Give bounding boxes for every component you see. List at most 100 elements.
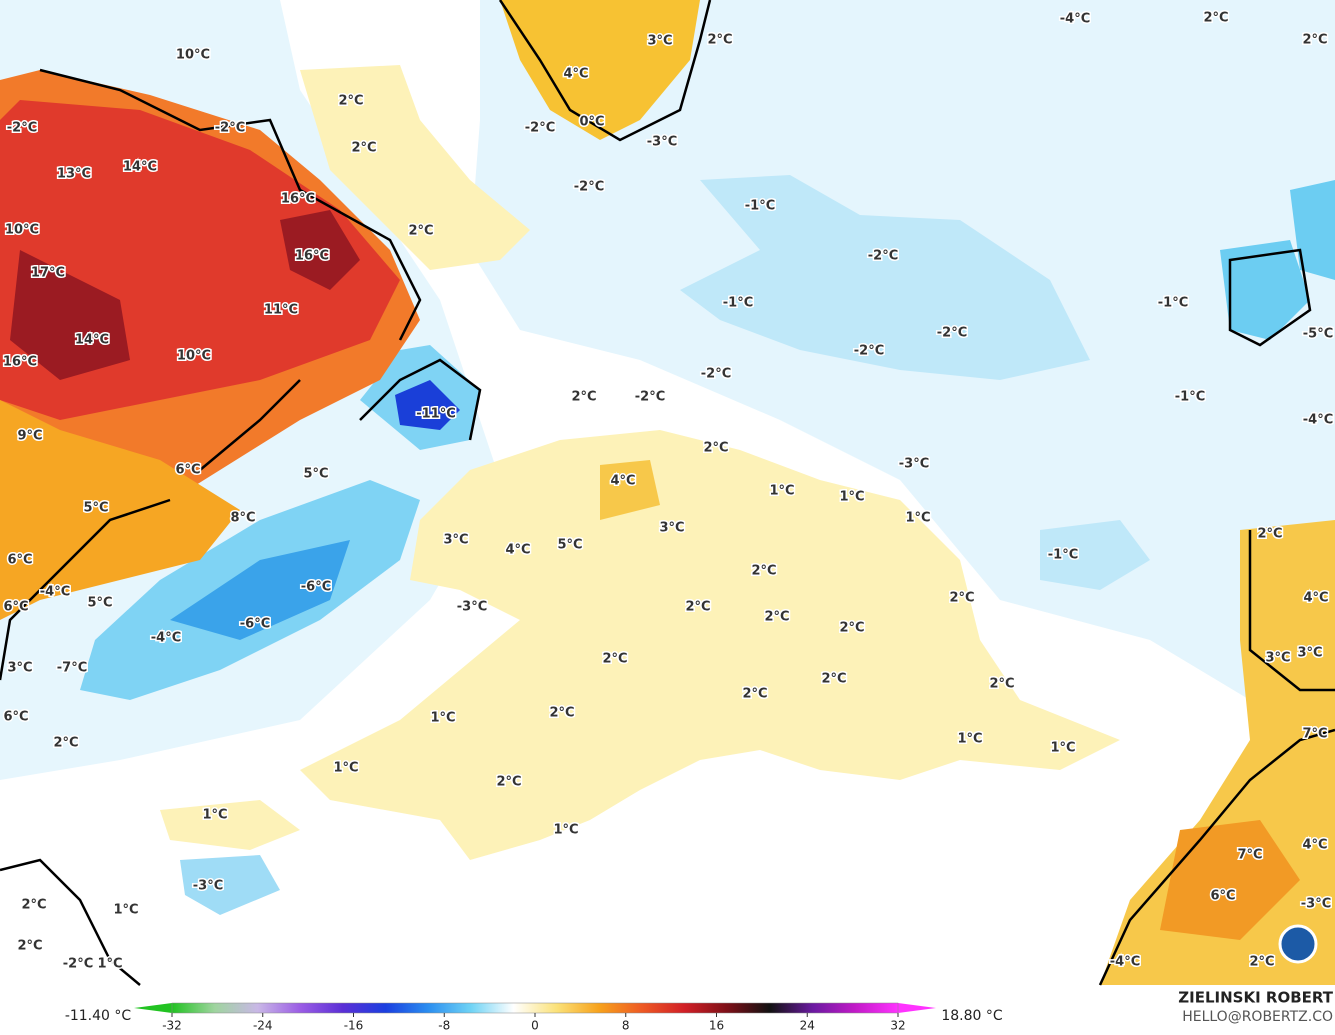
temperature-label: -2°C xyxy=(525,121,555,136)
orange-region xyxy=(1160,820,1300,940)
temperature-label: 2°C xyxy=(751,564,776,579)
coastline xyxy=(0,0,1335,986)
yellow-region xyxy=(160,800,300,850)
temperature-label: 2°C xyxy=(549,706,574,721)
temperature-label: 13°C xyxy=(57,167,91,182)
temperature-label: -6°C xyxy=(301,580,331,595)
temperature-label: 10°C xyxy=(176,48,210,63)
temperature-label: 14°C xyxy=(123,160,157,175)
colorbar-tick-label: -16 xyxy=(344,1019,364,1033)
temperature-label: 4°C xyxy=(1302,838,1327,853)
temperature-label: 17°C xyxy=(31,266,65,281)
temperature-label: -2°C xyxy=(854,344,884,359)
temperature-label: -4°C xyxy=(1303,413,1333,428)
temperature-label: 8°C xyxy=(230,511,255,526)
temperature-label: -3°C xyxy=(193,879,223,894)
colorbar-max-label: 18.80 °C xyxy=(941,1008,1003,1024)
temperature-label: 1°C xyxy=(553,823,578,838)
temperature-label: 2°C xyxy=(21,898,46,913)
temperature-label: 5°C xyxy=(87,596,112,611)
colorbar-low-arrow xyxy=(134,1003,172,1013)
temperature-label: -2°C xyxy=(701,367,731,382)
temperature-label: 1°C xyxy=(1050,741,1075,756)
map xyxy=(0,0,1335,986)
blue-region xyxy=(680,175,1090,380)
temperature-label: -7°C xyxy=(57,661,87,676)
temperature-label: 1°C xyxy=(202,808,227,823)
temperature-label: 1°C xyxy=(113,903,138,918)
colorbar-tick-label: 24 xyxy=(800,1019,815,1033)
colorbar-tick-label: -24 xyxy=(253,1019,273,1033)
temperature-label: 2°C xyxy=(989,677,1014,692)
temperature-label: 4°C xyxy=(505,543,530,558)
temperature-label: -3°C xyxy=(647,135,677,150)
temperature-label: -1°C xyxy=(1048,548,1078,563)
temperature-label: 2°C xyxy=(764,610,789,625)
colorbar xyxy=(171,1002,899,1014)
temperature-label: -1°C xyxy=(1158,296,1188,311)
temperature-label: -1°C xyxy=(723,296,753,311)
temperature-label: 2°C xyxy=(351,141,376,156)
temperature-label: -2°C xyxy=(63,957,93,972)
temperature-label: 2°C xyxy=(53,736,78,751)
temperature-label: 4°C xyxy=(563,67,588,82)
blue-region xyxy=(1040,520,1150,590)
temperature-label: 10°C xyxy=(177,349,211,364)
temperature-label: 0°C xyxy=(579,115,604,130)
temperature-label: 2°C xyxy=(1203,11,1228,26)
temperature-label: -5°C xyxy=(1303,327,1333,342)
temperature-label: 5°C xyxy=(557,538,582,553)
temperature-label: 1°C xyxy=(905,511,930,526)
temperature-label: -2°C xyxy=(215,121,245,136)
temperature-label: 5°C xyxy=(83,501,108,516)
temperature-label: 16°C xyxy=(3,355,37,370)
temperature-label: 1°C xyxy=(97,957,122,972)
temperature-label: 3°C xyxy=(443,533,468,548)
temperature-label: -2°C xyxy=(868,249,898,264)
temperature-label: 1°C xyxy=(839,490,864,505)
temperature-label: -3°C xyxy=(899,457,929,472)
temperature-label: 6°C xyxy=(3,600,28,615)
temperature-label: 2°C xyxy=(742,687,767,702)
temperature-label: 16°C xyxy=(295,249,329,264)
deep-blue-region xyxy=(395,380,460,430)
greenland-region xyxy=(500,0,700,140)
temperature-label: -4°C xyxy=(151,631,181,646)
temperature-label: 11°C xyxy=(264,303,298,318)
temperature-label: -4°C xyxy=(1110,955,1140,970)
colorbar-tick-label: -32 xyxy=(162,1019,182,1033)
temperature-label: -6°C xyxy=(240,617,270,632)
temperature-label: 1°C xyxy=(769,484,794,499)
colorbar-tick-label: 32 xyxy=(890,1019,905,1033)
temperature-label: 1°C xyxy=(957,732,982,747)
temperature-label: -2°C xyxy=(937,326,967,341)
temperature-label: 2°C xyxy=(17,939,42,954)
temperature-label: 6°C xyxy=(3,710,28,725)
temperature-label: -3°C xyxy=(1301,897,1331,912)
temperature-label: 2°C xyxy=(602,652,627,667)
noaa-logo xyxy=(1278,924,1318,964)
temperature-label: 2°C xyxy=(496,775,521,790)
temperature-label: 2°C xyxy=(703,441,728,456)
temperature-label: 2°C xyxy=(707,33,732,48)
temperature-label: 1°C xyxy=(430,711,455,726)
temperature-label: 2°C xyxy=(821,672,846,687)
temperature-label: -2°C xyxy=(574,180,604,195)
temperature-label: 2°C xyxy=(1302,33,1327,48)
temperature-label: 2°C xyxy=(338,94,363,109)
temperature-label: 2°C xyxy=(571,390,596,405)
temperature-label: -2°C xyxy=(635,390,665,405)
temperature-label: 4°C xyxy=(1303,591,1328,606)
yellow-region xyxy=(300,65,530,270)
temperature-label: 2°C xyxy=(1249,955,1274,970)
colorbar-tick-label: 8 xyxy=(622,1019,630,1033)
temperature-label: -3°C xyxy=(457,600,487,615)
dark-red-region xyxy=(10,210,360,380)
deep-blue-region xyxy=(170,540,350,640)
credit-email: HELLO@ROBERTZ.CO xyxy=(1182,1009,1333,1025)
temperature-label: 2°C xyxy=(685,600,710,615)
temperature-label: 2°C xyxy=(1257,527,1282,542)
temperature-label: 6°C xyxy=(7,553,32,568)
orange-region xyxy=(600,460,660,520)
temperature-label: 3°C xyxy=(1297,646,1322,661)
